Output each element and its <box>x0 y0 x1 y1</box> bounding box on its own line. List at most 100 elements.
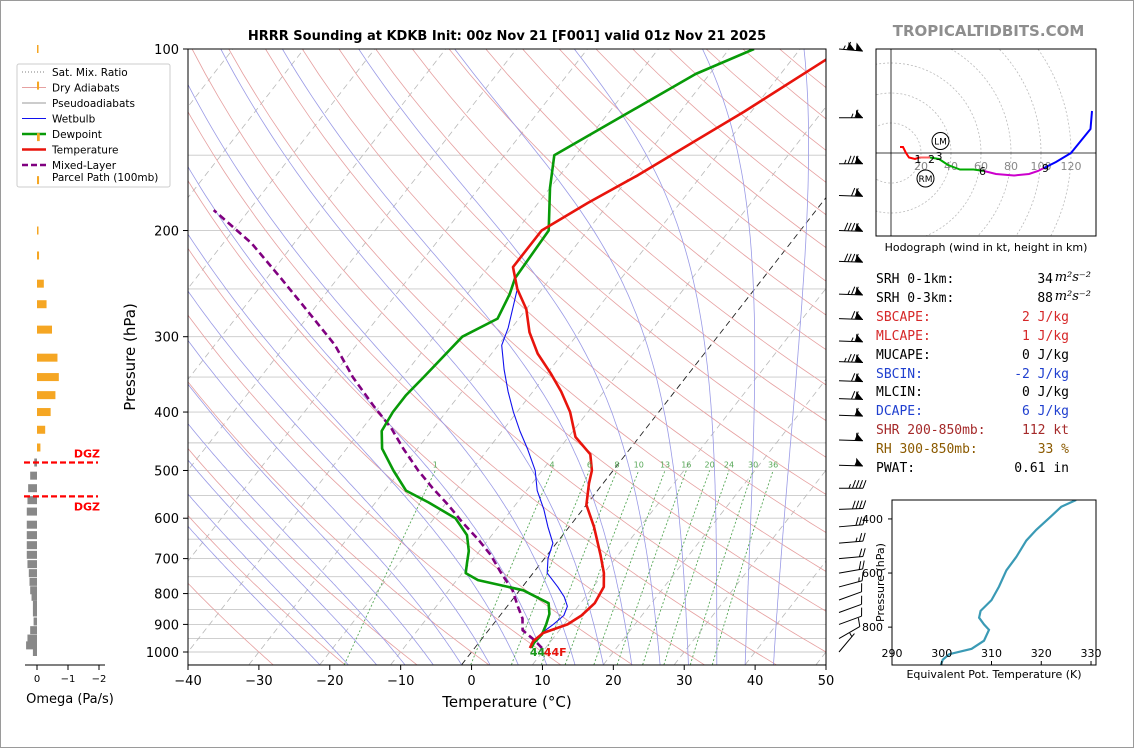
wind-barb-full <box>858 516 863 526</box>
index-value: 0 J/kg <box>1022 347 1069 363</box>
wind-barb-full <box>852 480 856 489</box>
wind-barb-staff <box>838 508 864 510</box>
moist-adiabat <box>188 383 434 665</box>
wind-barb-half <box>851 113 854 118</box>
omega-tick-label: −2 <box>92 674 107 685</box>
y-tick-label: 300 <box>154 331 179 346</box>
wind-barb-staff <box>838 414 864 417</box>
hodo-height-label: 3 <box>936 150 943 163</box>
wind-barb-full <box>862 532 866 542</box>
storm-motion-label: LM <box>934 138 947 148</box>
wind-barb-full <box>862 548 866 557</box>
omega-bar <box>37 45 39 53</box>
dry-adiabat <box>448 49 826 386</box>
omega-bar <box>37 425 46 434</box>
mixing-ratio-label: 6 <box>587 460 592 469</box>
wind-barb-full <box>858 548 863 557</box>
y-tick-label: 900 <box>154 618 179 633</box>
mixing-ratio-label: 36 <box>768 460 778 469</box>
legend-label: Dewpoint <box>52 129 102 141</box>
wind-barb <box>838 618 861 640</box>
omega-bar <box>37 226 39 235</box>
index-label: DCAPE: <box>876 404 923 420</box>
wind-barb-full <box>851 310 856 320</box>
omega-bar <box>32 600 37 609</box>
wind-barb-full <box>858 533 863 542</box>
wind-barb <box>838 373 864 383</box>
wind-barb-full <box>859 500 863 509</box>
moist-adiabat <box>188 423 406 665</box>
wind-barb-full <box>854 155 859 164</box>
dry-adiabat <box>301 49 826 534</box>
x-tick-label: 40 <box>747 674 764 689</box>
omega-bar <box>37 408 51 417</box>
index-row: SHR 200-850mb: 112 kt <box>876 423 1091 441</box>
wind-barb-full <box>847 222 852 232</box>
isotherm-line <box>319 49 801 665</box>
isotherm-line <box>188 49 659 653</box>
wind-barb-full <box>861 595 863 605</box>
x-tick-label: −30 <box>245 674 272 689</box>
wind-barb-staff <box>838 626 861 640</box>
wind-barb-flag <box>855 457 863 467</box>
theta-e-y-tick-label: 800 <box>862 621 883 634</box>
index-label: SBCIN: <box>876 366 923 382</box>
index-label: MLCAPE: <box>876 328 931 344</box>
wind-barb-full <box>859 480 863 489</box>
wind-barb-half <box>844 159 847 164</box>
wind-barb <box>838 457 864 467</box>
isotherm-line <box>188 49 376 290</box>
wind-barb <box>838 500 867 510</box>
omega-bar <box>26 531 37 540</box>
theta-e-area <box>939 500 1077 665</box>
omega-bar <box>37 300 47 309</box>
wind-barb-flag <box>855 42 863 52</box>
wind-barb-staff <box>838 591 862 601</box>
wind-barb-full <box>844 222 849 231</box>
mixing-ratio-line <box>663 470 730 665</box>
x-tick-label: 10 <box>534 674 551 689</box>
index-value: 33 % <box>1037 442 1069 458</box>
mixing-ratio-label: 13 <box>660 460 670 469</box>
hodo-ring-label: 120 <box>1061 160 1082 173</box>
omega-bar <box>26 641 37 650</box>
omega-bar <box>26 520 37 529</box>
surface-temp-label: 44F <box>544 646 567 659</box>
wind-barb <box>838 572 864 588</box>
isotherm-line <box>248 49 730 665</box>
wind-barb <box>838 516 866 528</box>
theta-e-y-tick-label: 400 <box>862 513 883 526</box>
mixing-ratio-line <box>510 470 590 665</box>
index-row: SRH 0-1km: 34 m²s⁻² <box>876 270 1091 290</box>
wind-barb-full <box>862 500 867 509</box>
omega-bar <box>29 577 37 586</box>
wind-barb-full <box>862 516 866 525</box>
index-value: 88 <box>1037 290 1053 306</box>
omega-bar <box>37 133 40 142</box>
hodo-height-label: 2 <box>928 153 935 166</box>
wind-barb <box>838 632 855 653</box>
theta-e-frame <box>891 499 1097 666</box>
wind-barb-staff <box>838 615 862 625</box>
wind-barb-half <box>855 537 858 542</box>
site-watermark: TROPICALTIDBITS.COM <box>892 22 1085 40</box>
index-value: 112 kt <box>1022 423 1069 439</box>
x-tick-label: −10 <box>387 674 414 689</box>
wind-barb <box>838 548 866 560</box>
wind-barb <box>839 155 863 165</box>
dry-adiabat <box>191 49 826 653</box>
mixing-ratio-line <box>540 470 618 665</box>
wind-barb-full <box>847 253 852 262</box>
y-tick-label: 600 <box>154 512 179 527</box>
y-axis-label: Pressure (hPa) <box>121 303 139 411</box>
moist-adiabat <box>454 49 689 665</box>
moist-adiabat <box>188 290 491 665</box>
theta-e-y-tick-label: 600 <box>862 567 883 580</box>
index-label: SRH 0-1km: <box>876 272 955 287</box>
wind-barb <box>838 187 864 197</box>
wind-barb-half <box>848 484 851 489</box>
theta-e-x-tick-label: 310 <box>981 647 1002 660</box>
hodo-height-label: 6 <box>979 165 986 178</box>
index-row: SBCIN: -2 J/kg <box>876 367 1091 385</box>
omega-bar <box>32 608 37 617</box>
